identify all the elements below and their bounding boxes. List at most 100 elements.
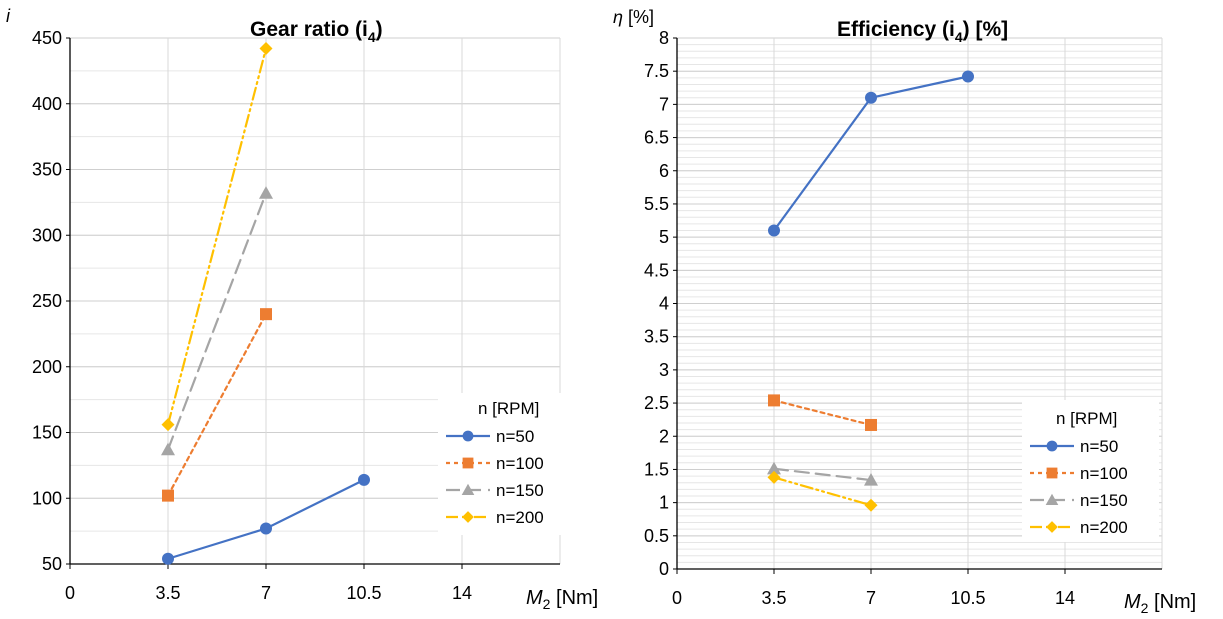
chart-1: 50 100 150 200 250 300 350 400 450 0 3.5 7 10.5 14 Gea… — [6, 6, 598, 612]
data-point — [162, 552, 174, 565]
y-tick-label: 6 — [659, 161, 669, 181]
x-tick-label: 7 — [261, 583, 271, 603]
data-point — [260, 522, 272, 535]
x-tick-label: 14 — [1055, 588, 1075, 608]
data-point — [865, 418, 877, 431]
series-line — [772, 399, 873, 427]
y-tick-label: 150 — [32, 423, 62, 443]
y-tick-label: 1 — [659, 493, 669, 513]
y-tick-label: 300 — [32, 225, 62, 245]
x-tick-label: 3.5 — [761, 588, 786, 608]
y-tick-label: 8 — [659, 28, 669, 48]
legend-marker — [462, 511, 474, 523]
x-tick-label: 0 — [65, 583, 75, 603]
legend: n [RPM] n=50 n=100 n=150 n=200 — [438, 393, 563, 535]
series-line — [166, 192, 268, 451]
y-tick-label: 100 — [32, 488, 62, 508]
data-point — [260, 308, 272, 321]
series-line — [772, 476, 873, 507]
y-tick-label: 250 — [32, 291, 62, 311]
legend-marker — [462, 430, 474, 442]
series-line — [166, 313, 268, 497]
data-point — [767, 461, 781, 475]
series-line — [772, 467, 873, 482]
y-tick-label: 2.5 — [644, 393, 669, 413]
series-n=50 — [162, 473, 370, 565]
y-tick-label: 1.5 — [644, 459, 669, 479]
legend-label: n=50 — [496, 427, 534, 446]
legend-marker — [1045, 493, 1059, 506]
data-point — [259, 186, 273, 199]
legend-label: n=150 — [496, 481, 544, 500]
y-tick-label: 400 — [32, 94, 62, 114]
legend-label: n=50 — [1080, 437, 1118, 456]
legend-label: n=200 — [1080, 518, 1128, 537]
legend-marker — [462, 457, 474, 469]
chart-title: Gear ratio (i4) — [250, 18, 383, 45]
legend-box — [438, 393, 563, 535]
x-axis-label: M2 [Nm] — [526, 587, 598, 612]
y-tick-label: 450 — [32, 28, 62, 48]
y-tick-label: 7 — [659, 94, 669, 114]
legend-label: n=150 — [1080, 491, 1128, 510]
legend-marker — [1046, 440, 1058, 452]
data-point — [962, 70, 974, 83]
legend-label: n=200 — [496, 508, 544, 527]
y-tick-label: 350 — [32, 160, 62, 180]
legend-marker — [461, 483, 475, 496]
x-tick-label: 10.5 — [346, 583, 381, 603]
legend-title: n [RPM] — [1056, 409, 1117, 428]
data-point — [259, 42, 273, 56]
series-n=150 — [767, 461, 878, 486]
data-point — [768, 224, 780, 237]
y-tick-label: 0.5 — [644, 526, 669, 546]
series-n=150 — [161, 186, 273, 456]
series-line — [166, 47, 268, 426]
x-tick-label: 10.5 — [950, 588, 985, 608]
y-tick-label: 6.5 — [644, 128, 669, 148]
data-point — [162, 489, 174, 502]
legend-label: n=100 — [1080, 464, 1128, 483]
y-tick-label: 2 — [659, 426, 669, 446]
data-point — [161, 418, 175, 432]
series-n=200 — [161, 42, 273, 432]
legend-marker — [1046, 521, 1058, 533]
y-tick-label: 0 — [659, 559, 669, 579]
series-n=200 — [767, 470, 878, 512]
legend-marker — [1046, 467, 1058, 479]
series-n=100 — [768, 394, 877, 431]
y-tick-label: 4.5 — [644, 260, 669, 280]
y-tick-label: 50 — [42, 554, 62, 574]
x-tick-label: 7 — [866, 588, 876, 608]
y-tick-label: 5.5 — [644, 194, 669, 214]
y-axis-label: η [%] — [613, 7, 654, 27]
y-tick-label: 3.5 — [644, 327, 669, 347]
legend-title: n [RPM] — [478, 399, 539, 418]
data-point — [767, 470, 781, 484]
data-point — [864, 498, 878, 512]
x-tick-label: 0 — [672, 588, 682, 608]
y-axis-label: i — [6, 6, 11, 26]
data-point — [865, 91, 877, 104]
x-tick-label: 14 — [452, 583, 472, 603]
y-tick-label: 200 — [32, 357, 62, 377]
y-tick-label: 3 — [659, 360, 669, 380]
data-point — [358, 473, 370, 486]
legend-box — [1022, 400, 1159, 542]
chart-title: Efficiency (i4) [%] — [837, 18, 1008, 45]
data-point — [768, 394, 780, 407]
data-point — [864, 473, 878, 486]
series-n=100 — [162, 308, 272, 502]
y-tick-label: 4 — [659, 294, 669, 314]
series-n=50 — [768, 70, 974, 237]
y-tick-label: 7.5 — [644, 61, 669, 81]
legend-label: n=100 — [496, 454, 544, 473]
chart-2: 0 0.5 1 1.5 2 2.5 3 3.5 4 4.5 5 5.5 6 6.5 7 7.5 8 0 3.5 7 10… — [613, 7, 1196, 616]
x-axis-label: M2 [Nm] — [1124, 591, 1196, 616]
x-tick-label: 3.5 — [155, 583, 180, 603]
y-tick-label: 5 — [659, 227, 669, 247]
legend: n [RPM] n=50 n=100 n=150 n=200 — [1022, 400, 1159, 542]
data-point — [161, 442, 175, 456]
